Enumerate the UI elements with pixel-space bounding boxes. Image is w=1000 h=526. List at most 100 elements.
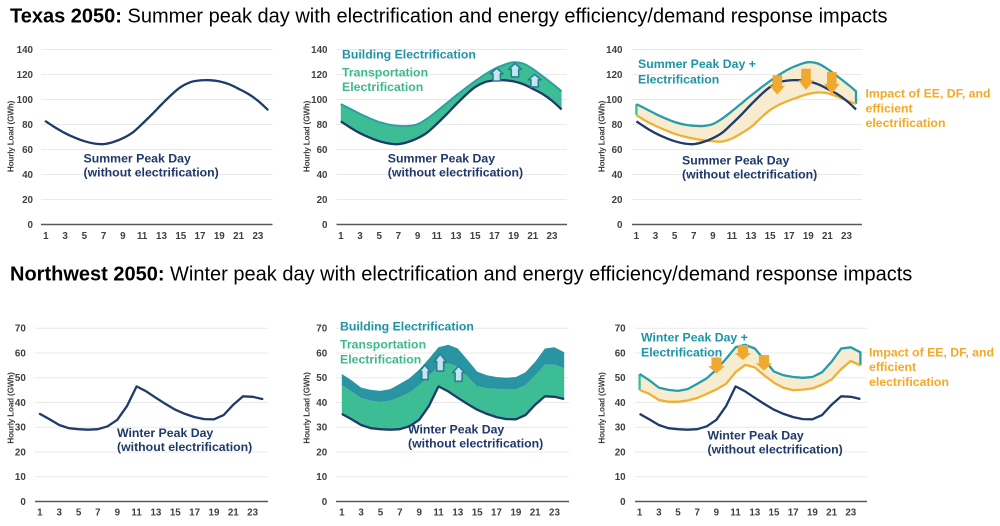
svg-text:9: 9 [115, 508, 121, 519]
svg-text:Winter Peak Day: Winter Peak Day [408, 423, 504, 437]
svg-text:19: 19 [803, 231, 814, 242]
svg-text:20: 20 [15, 447, 26, 458]
svg-text:11: 11 [433, 508, 444, 519]
svg-text:50: 50 [316, 373, 327, 384]
svg-text:120: 120 [606, 70, 623, 81]
svg-text:13: 13 [746, 231, 757, 242]
svg-text:23: 23 [252, 231, 263, 242]
svg-text:11: 11 [730, 508, 741, 519]
svg-text:9: 9 [415, 231, 421, 242]
svg-text:19: 19 [508, 231, 519, 242]
svg-text:19: 19 [807, 508, 818, 519]
svg-text:7: 7 [396, 231, 402, 242]
svg-text:30: 30 [615, 423, 626, 434]
svg-text:70: 70 [615, 324, 626, 335]
svg-text:80: 80 [317, 120, 328, 131]
svg-text:40: 40 [22, 170, 33, 181]
svg-text:15: 15 [765, 231, 776, 242]
svg-text:9: 9 [710, 231, 716, 242]
svg-text:5: 5 [378, 508, 384, 519]
svg-text:1: 1 [338, 231, 344, 242]
svg-text:10: 10 [316, 472, 327, 483]
svg-text:Hourly Load (GWh): Hourly Load (GWh) [598, 100, 607, 172]
svg-text:120: 120 [311, 70, 328, 81]
svg-text:23: 23 [845, 508, 856, 519]
svg-text:20: 20 [316, 447, 327, 458]
svg-text:40: 40 [15, 398, 26, 409]
svg-text:efficient: efficient [866, 101, 913, 115]
svg-text:100: 100 [17, 95, 34, 106]
svg-text:60: 60 [612, 145, 623, 156]
svg-text:11: 11 [137, 231, 148, 242]
svg-text:Hourly Load (GWh): Hourly Load (GWh) [598, 372, 607, 444]
svg-text:40: 40 [612, 170, 623, 181]
svg-text:Hourly Load (GWh): Hourly Load (GWh) [7, 372, 16, 444]
svg-text:3: 3 [62, 231, 68, 242]
svg-text:5: 5 [672, 231, 678, 242]
svg-text:(without electrification): (without electrification) [682, 168, 817, 182]
svg-text:(without electrification): (without electrification) [708, 443, 843, 457]
svg-text:40: 40 [317, 170, 328, 181]
svg-text:19: 19 [214, 231, 225, 242]
svg-text:21: 21 [822, 231, 833, 242]
svg-text:electrification: electrification [869, 375, 949, 389]
svg-text:1: 1 [634, 231, 640, 242]
svg-text:7: 7 [397, 508, 403, 519]
svg-text:5: 5 [675, 508, 681, 519]
svg-text:20: 20 [317, 195, 328, 206]
svg-text:Summer Peak Day: Summer Peak Day [388, 152, 495, 166]
svg-text:3: 3 [56, 508, 62, 519]
svg-text:Transportation: Transportation [342, 65, 428, 79]
svg-text:23: 23 [247, 508, 258, 519]
svg-text:13: 13 [451, 231, 462, 242]
svg-text:Transportation: Transportation [340, 337, 426, 351]
svg-text:0: 0 [20, 497, 26, 508]
svg-text:21: 21 [228, 508, 239, 519]
svg-text:40: 40 [615, 398, 626, 409]
svg-text:23: 23 [549, 508, 560, 519]
svg-text:13: 13 [452, 508, 463, 519]
svg-text:10: 10 [15, 472, 26, 483]
svg-text:19: 19 [510, 508, 521, 519]
svg-text:3: 3 [357, 231, 363, 242]
svg-text:40: 40 [316, 398, 327, 409]
svg-text:70: 70 [15, 324, 26, 335]
svg-text:13: 13 [749, 508, 760, 519]
svg-text:30: 30 [15, 423, 26, 434]
svg-text:21: 21 [530, 508, 541, 519]
svg-text:1: 1 [43, 231, 49, 242]
svg-text:Impact of EE, DF, and: Impact of EE, DF, and [869, 345, 994, 359]
svg-text:120: 120 [17, 70, 34, 81]
svg-text:17: 17 [491, 508, 502, 519]
svg-text:20: 20 [22, 195, 33, 206]
svg-text:(without electrification): (without electrification) [84, 166, 219, 180]
svg-text:Summer Peak Day +: Summer Peak Day + [638, 57, 756, 71]
svg-text:50: 50 [15, 373, 26, 384]
svg-text:Hourly Load (GWh): Hourly Load (GWh) [7, 100, 16, 172]
svg-text:20: 20 [615, 447, 626, 458]
svg-text:Hourly Load (GWh): Hourly Load (GWh) [303, 372, 312, 444]
svg-text:7: 7 [694, 508, 700, 519]
svg-text:Texas 2050: Summer peak day wi: Texas 2050: Summer peak day with electri… [10, 6, 888, 28]
svg-text:15: 15 [769, 508, 780, 519]
svg-text:Hourly Load (GWh): Hourly Load (GWh) [303, 100, 312, 172]
svg-text:140: 140 [311, 45, 328, 56]
svg-text:50: 50 [615, 373, 626, 384]
svg-text:7: 7 [95, 508, 101, 519]
svg-text:21: 21 [527, 231, 538, 242]
svg-text:5: 5 [376, 231, 382, 242]
svg-text:electrification: electrification [866, 116, 946, 130]
svg-text:7: 7 [101, 231, 107, 242]
svg-text:(without electrification): (without electrification) [388, 166, 523, 180]
svg-text:0: 0 [28, 220, 34, 231]
svg-text:(without electrification): (without electrification) [408, 437, 543, 451]
svg-text:17: 17 [189, 508, 200, 519]
svg-text:140: 140 [17, 45, 34, 56]
svg-text:21: 21 [233, 231, 244, 242]
svg-text:0: 0 [617, 220, 623, 231]
svg-text:17: 17 [788, 508, 799, 519]
svg-text:7: 7 [691, 231, 697, 242]
svg-text:30: 30 [316, 423, 327, 434]
svg-text:17: 17 [489, 231, 500, 242]
svg-text:Northwest 2050: Winter peak da: Northwest 2050: Winter peak day with ele… [10, 264, 912, 286]
